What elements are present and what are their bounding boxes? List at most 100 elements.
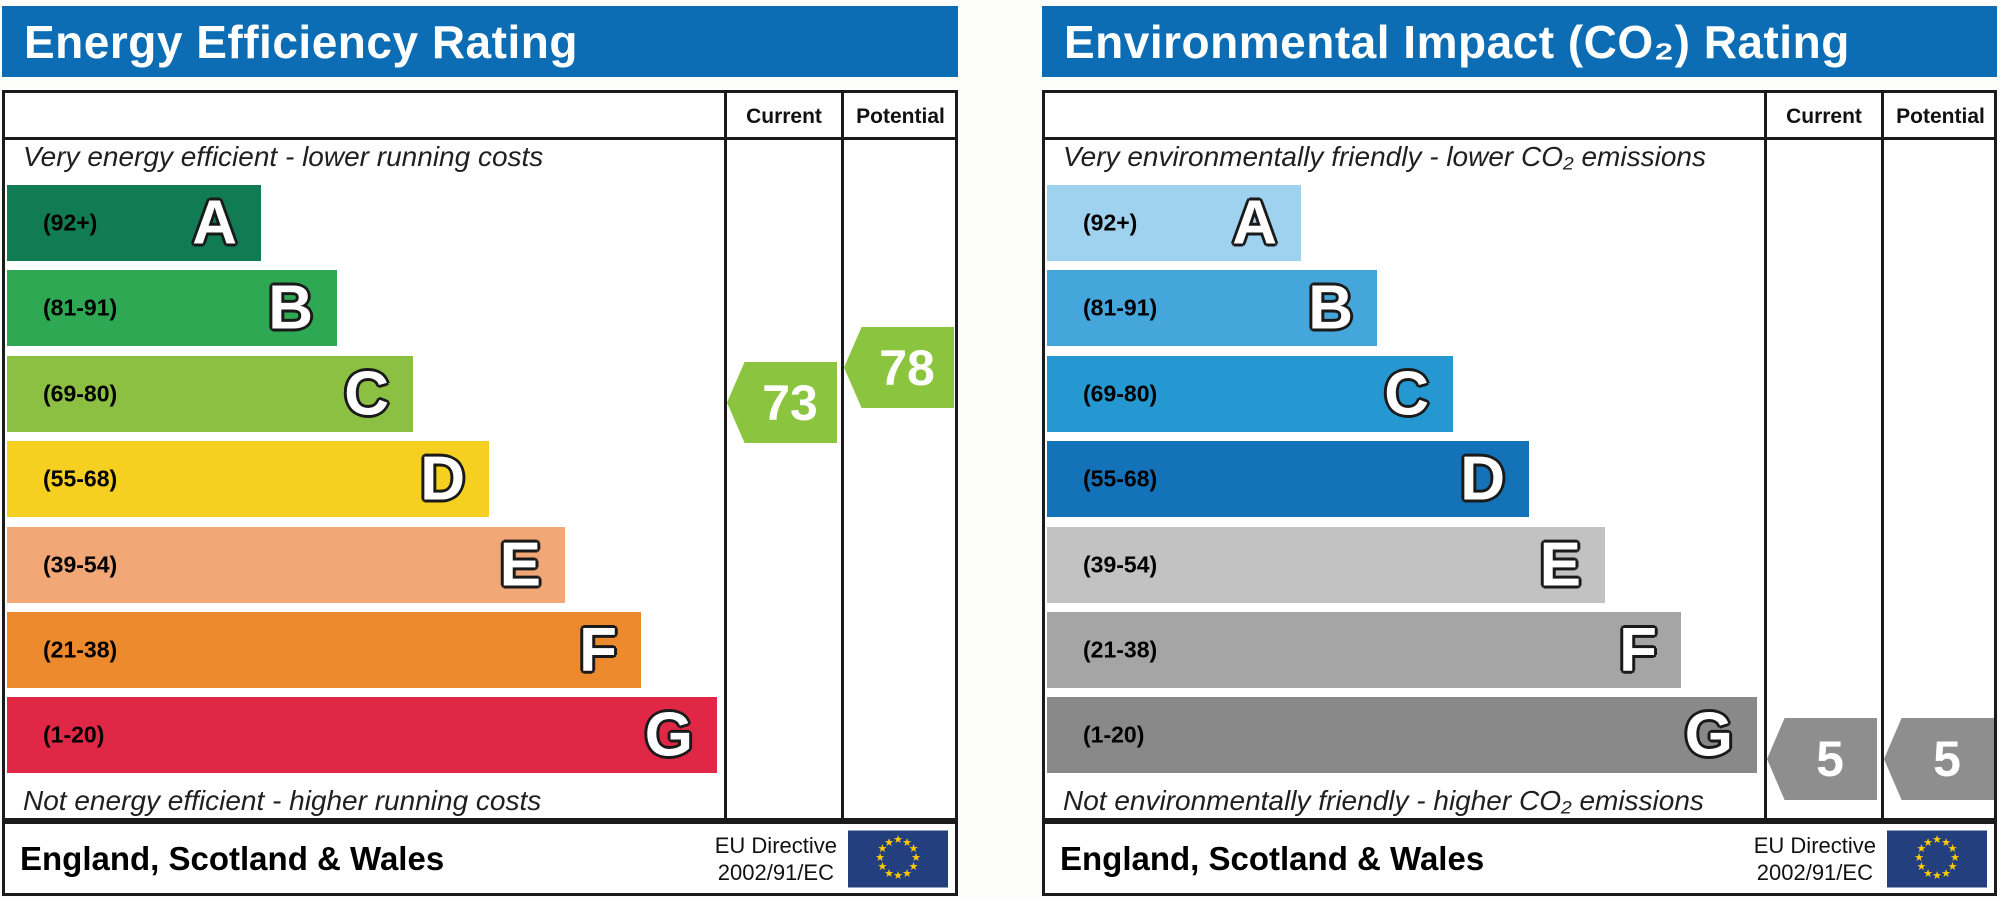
eu-star-icon: ★ (1941, 836, 1951, 849)
band-row-b: (81-91) B (1047, 270, 1377, 346)
band-letter: A (192, 188, 237, 258)
band-letter: B (268, 273, 313, 343)
band-range-label: (81-91) (43, 294, 118, 321)
eu-star-icon: ★ (1947, 843, 1958, 855)
band-row-c: (69-80) C (7, 356, 413, 432)
band-row-f: (21-38) F (1047, 612, 1681, 688)
current-rating-value: 73 (762, 374, 818, 431)
band-letter: B (1308, 273, 1353, 343)
region-label: England, Scotland & Wales (20, 839, 445, 877)
energy-efficiency-title-bar: Energy Efficiency Rating (2, 6, 958, 77)
band-letter: D (1460, 444, 1505, 514)
region-label: England, Scotland & Wales (1060, 839, 1485, 877)
eu-star-icon: ★ (902, 867, 912, 880)
band-range-label: (69-80) (1083, 380, 1158, 407)
band-row-c: (69-80) C (1047, 356, 1453, 432)
current-rating-value: 5 (1816, 731, 1844, 787)
band-row-a: (92+) A (1047, 185, 1301, 261)
eu-star-icon: ★ (1932, 870, 1942, 882)
band-range-label: (39-54) (1083, 551, 1158, 578)
band-range-label: (1-20) (1083, 721, 1145, 748)
band-range-label: (92+) (43, 209, 98, 236)
eu-star-icon: ★ (1941, 867, 1951, 880)
eu-star-icon: ★ (1916, 861, 1927, 873)
eu-star-icon: ★ (908, 843, 919, 855)
band-row-b: (81-91) B (7, 270, 337, 346)
eu-star-icon: ★ (884, 836, 894, 849)
band-row-f: (21-38) F (7, 612, 641, 688)
eu-directive-label: EU Directive 2002/91/EC (1753, 832, 1876, 885)
eu-directive-label: EU Directive 2002/91/EC (714, 832, 837, 885)
band-row-a: (92+) A (7, 185, 261, 261)
energy-efficiency-panel: Energy Efficiency Rating Current Potenti… (2, 0, 958, 899)
eu-star-icon: ★ (902, 836, 912, 849)
eu-star-icon: ★ (1914, 852, 1924, 864)
current-column-divider (1764, 93, 1767, 818)
band-range-label: (21-38) (43, 636, 118, 663)
top-caption: Very environmentally friendly - lower CO… (1063, 141, 1706, 172)
potential-column-divider (841, 93, 844, 818)
current-column-header: Current (746, 105, 822, 128)
eu-star-icon: ★ (1950, 852, 1960, 864)
eu-star-icon: ★ (884, 867, 894, 880)
environmental-impact-panel: Environmental Impact (CO₂) Rating Curren… (1042, 0, 1997, 899)
potential-column-header: Potential (1896, 105, 1985, 128)
eu-star-icon: ★ (1932, 834, 1942, 846)
environmental-impact-title-bar: Environmental Impact (CO₂) Rating (1042, 6, 1997, 77)
energy-efficiency-chart: Current Potential Very energy efficient … (2, 90, 958, 821)
bottom-caption: Not environmentally friendly - higher CO… (1063, 785, 1704, 816)
band-row-g: (1-20) G (7, 697, 717, 773)
bottom-caption: Not energy efficient - higher running co… (23, 785, 542, 816)
band-range-label: (92+) (1083, 209, 1138, 236)
band-letter: D (420, 444, 465, 514)
eu-flag-icon: ★ ★ ★ ★ ★ ★ ★ ★ ★ ★ ★ ★ (1887, 830, 1987, 887)
band-letter: C (344, 359, 389, 429)
eu-star-icon: ★ (908, 861, 919, 873)
potential-rating-value: 5 (1933, 731, 1961, 787)
header-divider (5, 137, 955, 140)
potential-column-divider (1881, 93, 1884, 818)
band-range-label: (69-80) (43, 380, 118, 407)
environmental-impact-footer: England, Scotland & Wales EU Directive 2… (1042, 821, 1997, 896)
eu-star-icon: ★ (1923, 836, 1933, 849)
band-letter: G (1684, 700, 1733, 770)
eu-star-icon: ★ (875, 852, 885, 864)
band-range-label: (55-68) (1083, 465, 1158, 492)
band-letter: F (579, 615, 617, 685)
potential-rating-value: 78 (879, 339, 935, 396)
current-column-header: Current (1786, 105, 1862, 128)
eu-star-icon: ★ (877, 861, 888, 873)
potential-rating-arrow: 5 (1884, 718, 1994, 800)
top-caption: Very energy efficient - lower running co… (23, 141, 544, 172)
band-row-g: (1-20) G (1047, 697, 1757, 773)
band-row-e: (39-54) E (7, 527, 565, 603)
energy-efficiency-title: Energy Efficiency Rating (24, 16, 578, 68)
current-rating-arrow: 73 (727, 362, 837, 443)
band-row-d: (55-68) D (7, 441, 489, 517)
band-range-label: (1-20) (43, 721, 105, 748)
header-divider (1045, 137, 1994, 140)
band-letter: A (1232, 188, 1277, 258)
energy-efficiency-footer: England, Scotland & Wales EU Directive 2… (2, 821, 958, 896)
eu-star-icon: ★ (893, 834, 903, 846)
band-letter: C (1384, 359, 1429, 429)
band-row-e: (39-54) E (1047, 527, 1605, 603)
eu-star-icon: ★ (877, 843, 888, 855)
eu-star-icon: ★ (1923, 867, 1933, 880)
eu-star-icon: ★ (893, 870, 903, 882)
current-column-divider (724, 93, 727, 818)
band-letter: G (644, 700, 693, 770)
band-row-d: (55-68) D (1047, 441, 1529, 517)
band-letter: F (1619, 615, 1657, 685)
eu-star-icon: ★ (911, 852, 921, 864)
band-range-label: (21-38) (1083, 636, 1158, 663)
current-rating-arrow: 5 (1767, 718, 1877, 800)
band-range-label: (39-54) (43, 551, 118, 578)
band-letter: E (499, 530, 541, 600)
eu-star-icon: ★ (1947, 861, 1958, 873)
potential-column-header: Potential (856, 105, 945, 128)
environmental-impact-chart: Current Potential Very environmentally f… (1042, 90, 1997, 821)
environmental-impact-title: Environmental Impact (CO₂) Rating (1064, 16, 1850, 68)
eu-flag-icon: ★ ★ ★ ★ ★ ★ ★ ★ ★ ★ ★ ★ (848, 830, 948, 887)
band-range-label: (55-68) (43, 465, 118, 492)
